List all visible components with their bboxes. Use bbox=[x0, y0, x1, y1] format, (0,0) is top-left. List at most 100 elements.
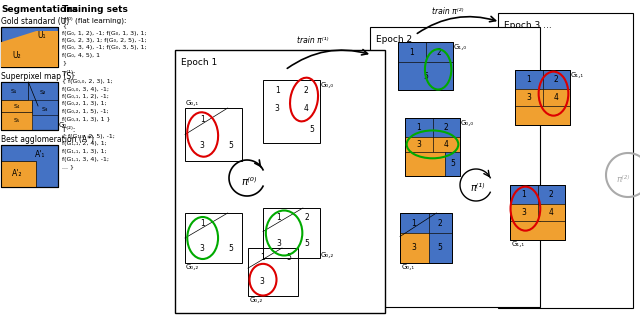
Bar bbox=[405, 118, 460, 176]
Bar bbox=[175, 50, 385, 313]
Bar bbox=[263, 208, 320, 258]
Bar bbox=[498, 13, 633, 308]
Text: 1: 1 bbox=[526, 75, 531, 84]
Bar bbox=[510, 221, 565, 240]
Bar bbox=[433, 118, 460, 137]
Text: Gold standard (U): Gold standard (U) bbox=[1, 17, 69, 26]
Bar bbox=[1, 27, 58, 67]
Text: 1: 1 bbox=[275, 86, 280, 95]
Bar bbox=[294, 228, 320, 258]
Text: 1: 1 bbox=[200, 114, 204, 124]
Text: 5: 5 bbox=[305, 238, 309, 247]
Bar bbox=[294, 208, 320, 228]
Bar bbox=[263, 101, 291, 116]
Bar bbox=[510, 185, 565, 240]
Bar bbox=[510, 185, 538, 204]
Bar bbox=[429, 213, 452, 233]
Text: Segmentations: Segmentations bbox=[1, 5, 78, 14]
Text: 1: 1 bbox=[417, 123, 421, 132]
Text: A'₂: A'₂ bbox=[12, 169, 22, 178]
Bar bbox=[304, 116, 320, 143]
Text: G₀,₀: G₀,₀ bbox=[461, 120, 474, 126]
Text: Best agglomeration (A*): Best agglomeration (A*) bbox=[1, 135, 94, 144]
Text: f(G₁,₁, 2, 4), 1;: f(G₁,₁, 2, 4), 1; bbox=[62, 142, 107, 147]
Text: train π⁽²⁾: train π⁽²⁾ bbox=[432, 7, 464, 16]
Text: U₁: U₁ bbox=[38, 31, 46, 40]
Bar bbox=[248, 266, 298, 296]
Text: 1: 1 bbox=[412, 218, 417, 227]
Text: S₃: S₃ bbox=[42, 107, 48, 112]
Text: 2: 2 bbox=[444, 123, 449, 132]
Text: 5: 5 bbox=[423, 72, 428, 80]
Text: Superpixel map (S): Superpixel map (S) bbox=[1, 72, 74, 81]
Bar bbox=[1, 82, 58, 130]
Text: { f(G₁,₀, 2, 5), -1;: { f(G₁,₀, 2, 5), -1; bbox=[62, 134, 115, 139]
Text: f(G₀, 2, 3), 1; f(G₀, 2, 5), -1;: f(G₀, 2, 3), 1; f(G₀, 2, 5), -1; bbox=[62, 38, 147, 43]
Text: 1: 1 bbox=[410, 48, 414, 57]
Text: 2: 2 bbox=[549, 190, 554, 199]
Bar bbox=[220, 130, 242, 161]
Bar bbox=[263, 116, 304, 143]
Bar bbox=[370, 27, 540, 307]
Text: 4: 4 bbox=[549, 208, 554, 217]
Text: 5: 5 bbox=[310, 125, 314, 134]
Bar bbox=[398, 62, 453, 90]
Text: U₂: U₂ bbox=[13, 51, 21, 60]
Bar bbox=[1, 145, 58, 187]
Text: f(G₀, 3, 4), -1; f(G₀, 3, 5), 1;: f(G₀, 3, 4), -1; f(G₀, 3, 5), 1; bbox=[62, 45, 147, 51]
Text: ... }: ... } bbox=[62, 164, 74, 169]
Text: T⁽¹⁾:: T⁽¹⁾: bbox=[62, 71, 76, 77]
Text: G₀: G₀ bbox=[59, 122, 67, 128]
Bar bbox=[220, 234, 242, 263]
Text: S₁: S₁ bbox=[10, 89, 17, 93]
Polygon shape bbox=[1, 31, 58, 67]
Text: Epoch 1: Epoch 1 bbox=[181, 58, 217, 67]
Bar bbox=[248, 248, 279, 266]
Text: 3: 3 bbox=[276, 238, 281, 247]
Text: π⁽²⁾: π⁽²⁾ bbox=[616, 175, 630, 183]
Bar bbox=[1, 82, 28, 100]
Bar bbox=[515, 106, 570, 125]
Bar bbox=[538, 204, 565, 221]
Text: 3: 3 bbox=[259, 277, 264, 286]
Text: G₀,₂: G₀,₂ bbox=[250, 297, 263, 303]
Text: G₀,₁: G₀,₁ bbox=[186, 100, 199, 106]
Bar bbox=[1, 145, 58, 187]
Text: G₀,₁: G₀,₁ bbox=[402, 264, 415, 270]
Bar bbox=[398, 42, 426, 62]
Text: S₅: S₅ bbox=[13, 118, 19, 123]
Bar bbox=[248, 248, 298, 296]
Text: 1: 1 bbox=[522, 190, 526, 199]
Text: 5: 5 bbox=[450, 159, 455, 168]
Bar bbox=[538, 185, 565, 204]
Bar bbox=[279, 248, 298, 266]
Text: 2: 2 bbox=[554, 75, 559, 84]
Bar bbox=[510, 204, 538, 221]
Text: π⁽⁰⁾: π⁽⁰⁾ bbox=[241, 177, 257, 187]
Text: G₁,₁: G₁,₁ bbox=[571, 72, 584, 78]
Text: Epoch 3 ...: Epoch 3 ... bbox=[504, 21, 552, 30]
Bar bbox=[1, 161, 36, 187]
Text: f(G₀,₀, 3, 4), -1;: f(G₀,₀, 3, 4), -1; bbox=[62, 86, 109, 92]
Bar bbox=[433, 137, 460, 152]
Text: 5: 5 bbox=[286, 252, 291, 262]
Text: f(G₀, 1, 2), -1; f(G₀, 1, 3), 1;: f(G₀, 1, 2), -1; f(G₀, 1, 3), 1; bbox=[62, 31, 147, 36]
Bar bbox=[33, 100, 58, 115]
Text: 2: 2 bbox=[437, 48, 442, 57]
Bar bbox=[185, 213, 242, 263]
Bar bbox=[400, 213, 452, 263]
Text: T⁽⁰⁾ (flat learning):: T⁽⁰⁾ (flat learning): bbox=[62, 16, 127, 24]
Text: G₀,₂: G₀,₂ bbox=[321, 252, 334, 258]
Text: 2: 2 bbox=[303, 86, 308, 95]
Bar bbox=[515, 70, 543, 89]
Text: f(G₁,₁, 1, 3), 1;: f(G₁,₁, 1, 3), 1; bbox=[62, 149, 107, 154]
Text: 3: 3 bbox=[412, 244, 417, 252]
Text: G₀,₀: G₀,₀ bbox=[321, 82, 334, 88]
Text: 3: 3 bbox=[416, 140, 421, 149]
Bar bbox=[405, 152, 445, 176]
Text: 2: 2 bbox=[438, 218, 442, 227]
Text: 3: 3 bbox=[275, 104, 280, 113]
Text: { f(G₀,₀, 2, 3), 1;: { f(G₀,₀, 2, 3), 1; bbox=[62, 79, 113, 84]
Bar bbox=[185, 130, 220, 161]
Text: A'₁: A'₁ bbox=[35, 150, 45, 159]
